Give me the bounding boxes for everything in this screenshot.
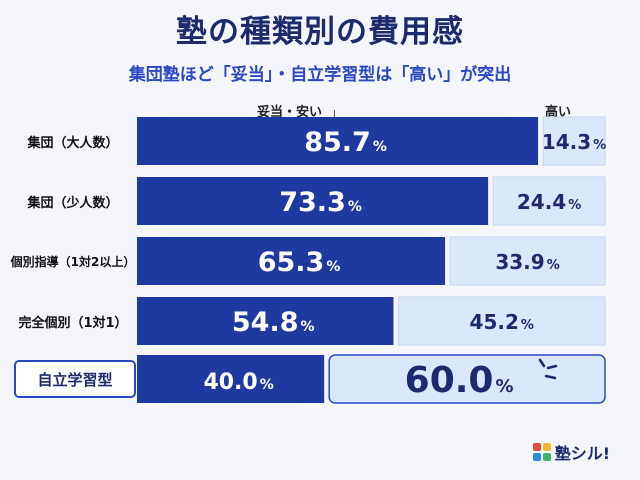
- category-label-1: 集団（少人数）: [27, 195, 119, 211]
- logo-text: 塾シル!: [554, 444, 610, 463]
- bar-right-0: [542, 116, 606, 166]
- value-label-right-0: 14.3%: [542, 130, 606, 154]
- bar-right-1: [492, 176, 606, 226]
- value-label-right-3: 45.2%: [470, 310, 534, 334]
- logo-mark-icon: [532, 443, 551, 461]
- legend-label-right: 高い: [545, 105, 572, 120]
- bar-right-3: [397, 296, 606, 346]
- bar-left-4: [137, 355, 325, 403]
- bar-left-1: [137, 177, 489, 225]
- bar-left-0: [137, 117, 539, 165]
- value-label-left-3: 54.8%: [232, 307, 315, 338]
- category-label-4: 自立学習型: [14, 360, 136, 398]
- chart-subtitle: 集団塾ほど「妥当」・自立学習型は「高い」が突出: [128, 65, 512, 85]
- bar-left-3: [137, 297, 394, 345]
- value-label-right-4: 60.0%: [405, 360, 514, 401]
- chart-title: 塾の種類別の費用感: [176, 14, 464, 50]
- category-label-0: 集団（大人数）: [27, 135, 119, 151]
- category-label-3: 完全個別（1対1）: [18, 315, 128, 331]
- bar-right-4: [328, 354, 606, 404]
- bar-right-2: [449, 236, 606, 286]
- legend-tick: [334, 110, 335, 118]
- value-label-right-1: 24.4%: [517, 190, 581, 214]
- legend-label-left: 妥当・安い: [257, 105, 323, 120]
- brand-logo: 塾シル!: [532, 440, 610, 464]
- bar-left-2: [137, 237, 446, 285]
- category-label-2: 個別指導（1対2以上）: [10, 254, 136, 269]
- value-label-left-0: 85.7%: [304, 127, 387, 158]
- value-label-left-1: 73.3%: [279, 187, 362, 218]
- value-label-left-4: 40.0%: [203, 370, 273, 395]
- emphasis-burst-icon: [538, 358, 558, 380]
- value-label-right-2: 33.9%: [495, 250, 559, 274]
- value-label-left-2: 65.3%: [258, 247, 341, 278]
